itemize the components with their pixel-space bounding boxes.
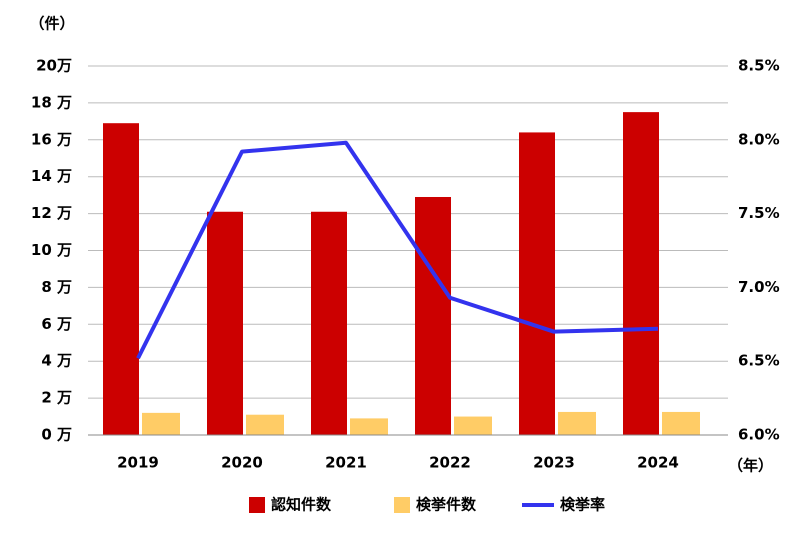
legend-label: 認知件数	[271, 496, 332, 514]
x-tick-label: 2024	[637, 454, 679, 472]
bar	[662, 411, 700, 435]
bar	[415, 196, 451, 435]
y-tick-label: 8 万	[41, 278, 72, 296]
y-tick-label: 16 万	[31, 130, 72, 148]
y2-tick-label: 6.5%	[738, 352, 780, 370]
legend-label: 検挙件数	[416, 496, 477, 514]
bar	[454, 416, 492, 435]
y-tick-label: 4 万	[41, 352, 72, 370]
legend-swatch	[394, 497, 410, 513]
y-axis-label: （件）	[29, 15, 74, 33]
y-tick-label: 20万	[36, 57, 72, 75]
x-axis-label: （年）	[728, 457, 773, 475]
bar	[519, 132, 555, 436]
bar	[246, 414, 284, 435]
bar	[142, 412, 180, 435]
bar	[558, 411, 596, 435]
y-tick-label: 6 万	[41, 315, 72, 333]
x-tick-label: 2020	[221, 454, 263, 472]
y-tick-label: 0 万	[41, 426, 72, 444]
y2-tick-label: 7.0%	[738, 278, 780, 296]
y2-tick-label: 6.0%	[738, 426, 780, 444]
bar	[311, 211, 347, 435]
y-tick-label: 12 万	[31, 204, 72, 222]
legend-label: 検挙率	[560, 496, 605, 514]
y2-tick-label: 8.0%	[738, 130, 780, 148]
bar	[207, 211, 243, 435]
x-tick-label: 2023	[533, 454, 575, 472]
bar	[623, 112, 659, 435]
x-tick-label: 2021	[325, 454, 367, 472]
x-tick-label: 2019	[117, 454, 159, 472]
bar	[350, 418, 388, 435]
y-tick-label: 2 万	[41, 389, 72, 407]
y-tick-label: 18 万	[31, 93, 72, 111]
y2-tick-label: 7.5%	[738, 204, 780, 222]
y2-tick-label: 8.5%	[738, 57, 780, 75]
y-tick-label: 14 万	[31, 167, 72, 185]
legend-swatch	[249, 497, 265, 513]
line	[136, 140, 659, 360]
x-tick-label: 2022	[429, 454, 471, 472]
bar	[103, 123, 139, 435]
y-tick-label: 10 万	[31, 241, 72, 259]
